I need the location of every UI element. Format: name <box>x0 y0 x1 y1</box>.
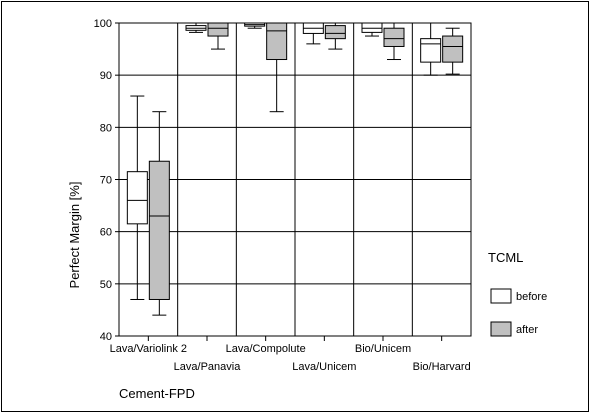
y-tick-label: 60 <box>100 227 112 239</box>
y-axis-label: Perfect Margin [%] <box>67 182 82 289</box>
box-iqr <box>126 171 148 225</box>
y-tick-label: 80 <box>100 122 112 134</box>
box-before-5 <box>420 22 442 76</box>
box-after-5 <box>442 27 464 75</box>
y-tick-label: 50 <box>100 279 112 291</box>
x-tick-label: Bio/Unicem <box>355 343 411 355</box>
legend-label-before: before <box>516 291 547 303</box>
y-tick-label: 40 <box>100 331 112 343</box>
box-after-0 <box>148 111 170 316</box>
box-after-3 <box>324 22 346 50</box>
y-tick-label: 70 <box>100 175 112 187</box>
legend-swatch-after <box>490 321 512 337</box>
box-before-3 <box>302 22 324 45</box>
box-iqr <box>361 22 383 33</box>
box-after-2 <box>266 22 288 113</box>
box-before-0 <box>126 95 148 300</box>
box-iqr <box>148 160 170 300</box>
y-tick-label: 90 <box>100 70 112 82</box>
axes: 40 50 60 70 80 90 100 Lava/Variolink 2 Lava/Pana… <box>94 18 472 373</box>
box-before-1 <box>185 22 207 33</box>
box-iqr <box>383 27 405 47</box>
x-tick-label: Bio/Harvard <box>413 361 471 373</box>
x-tick-label: Lava/Unicem <box>292 361 356 373</box>
x-tick-label: Lava/Variolink 2 <box>110 343 187 355</box>
box-iqr <box>420 38 442 63</box>
x-tick-label: Lava/Panavia <box>174 361 242 373</box>
legend-title: TCML <box>488 250 523 265</box>
box-after-4 <box>383 22 405 61</box>
legend-label-after: after <box>516 324 538 336</box>
grid-lines <box>119 22 471 337</box>
box-iqr <box>207 22 229 37</box>
legend: before after <box>490 288 547 337</box>
box-before-2 <box>244 22 266 29</box>
x-axis-title: Cement-FPD <box>119 386 195 401</box>
box-iqr <box>266 22 288 61</box>
box-before-4 <box>361 22 383 37</box>
x-tick-label: Lava/Compolute <box>226 343 306 355</box>
y-tick-label: 100 <box>94 18 112 30</box>
legend-swatch-before <box>490 288 512 304</box>
box-iqr <box>442 35 464 63</box>
box-iqr <box>324 25 346 40</box>
box-after-1 <box>207 22 229 50</box>
